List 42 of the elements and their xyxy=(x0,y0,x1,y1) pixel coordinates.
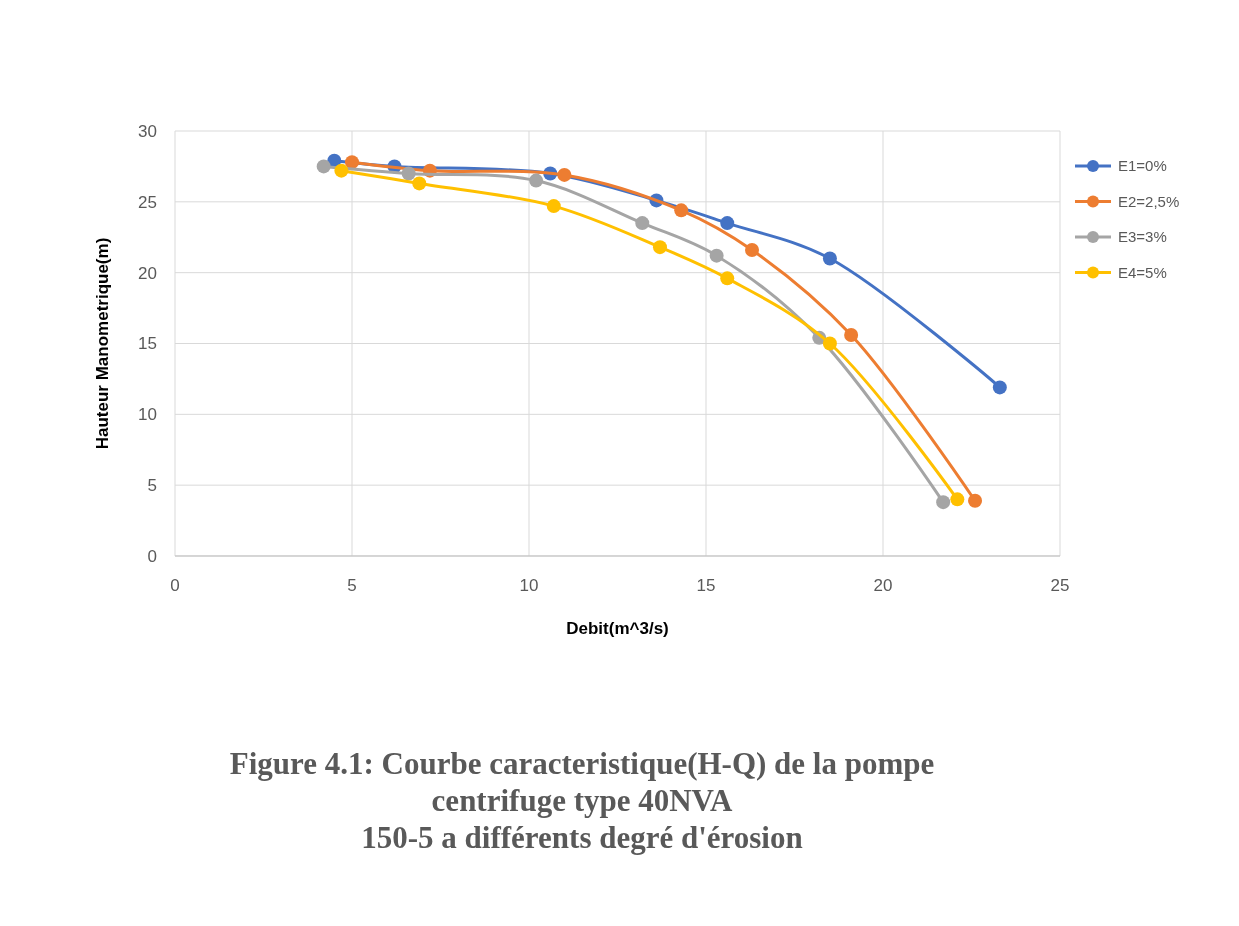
point xyxy=(745,243,760,257)
legend-label: E2=2,5% xyxy=(1118,192,1180,210)
y-tick-label: 30 xyxy=(138,121,157,141)
point xyxy=(334,163,349,178)
y-tick-label: 10 xyxy=(138,405,157,425)
point xyxy=(557,167,572,182)
point xyxy=(968,493,983,508)
point xyxy=(950,492,965,507)
legend-label: E1=0% xyxy=(1118,157,1167,175)
point xyxy=(546,199,561,214)
point xyxy=(720,216,735,231)
point xyxy=(401,166,416,181)
point xyxy=(345,155,359,170)
text: Figure 4.1: Courbe caracteristique(H-Q) de la pompe centrifuge type 40NVA 150-5 a différents degré d'érosion xyxy=(229,746,935,855)
point xyxy=(822,336,837,351)
point xyxy=(674,203,689,218)
point xyxy=(635,216,650,231)
x-tick-label: 25 xyxy=(1050,576,1070,595)
y-tick-label: 25 xyxy=(138,192,157,212)
point xyxy=(709,248,724,263)
y-tick-label: 0 xyxy=(147,546,157,566)
point xyxy=(652,240,667,255)
x-tick-label: 5 xyxy=(347,576,357,595)
point xyxy=(992,380,1007,395)
legend-label: E3=3% xyxy=(1118,228,1167,246)
point xyxy=(316,159,331,174)
x-tick-label: 15 xyxy=(696,576,716,595)
x-tick-label: 0 xyxy=(170,576,180,595)
x-tick-label: 20 xyxy=(873,576,893,595)
x-tick-label: 10 xyxy=(519,576,539,595)
y-tick-label: 20 xyxy=(138,263,157,283)
point xyxy=(412,176,427,191)
x-axis-title: Debit(m^3/s) xyxy=(566,619,669,638)
point xyxy=(936,495,951,510)
y-axis-title: Hauteur Manometrique(m) xyxy=(93,237,112,450)
point xyxy=(844,328,859,342)
point xyxy=(822,251,837,266)
legend-label: E4=5% xyxy=(1118,263,1167,281)
y-tick-label: 5 xyxy=(147,476,157,496)
y-tick-label: 15 xyxy=(138,334,157,354)
point xyxy=(529,173,544,188)
point xyxy=(720,271,735,286)
